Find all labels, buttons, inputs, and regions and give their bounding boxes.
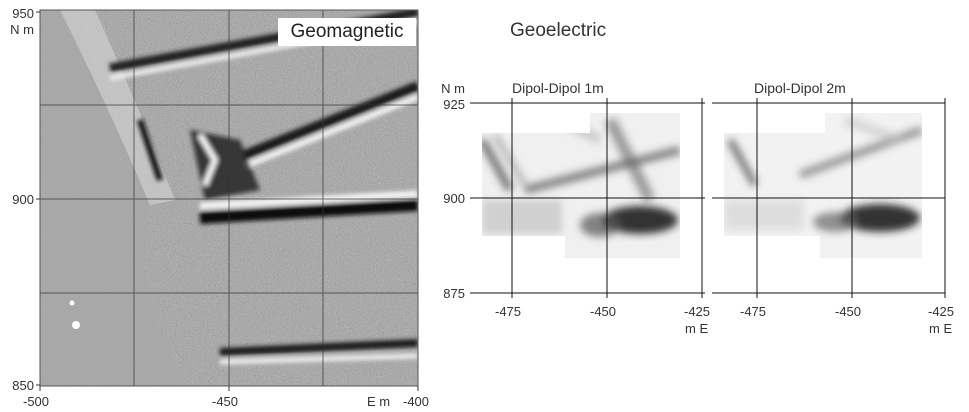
panel-1-x-tick-minus475: -475 [495,304,522,319]
geomagnetic-map [40,10,418,386]
panel-2-x-unit: m E [929,321,953,336]
panel-2-title: Dipol-Dipol 2m [754,80,846,96]
geomagnetic-ticks [36,11,419,391]
panel-2-x-tick-minus475: -475 [740,304,767,319]
panel-1-x-tick-minus425: -425 [684,304,711,319]
geoelectric-panel-2-image [724,113,922,258]
geomagnetic-x-tick-minus400: -400 [403,394,430,409]
geomagnetic-y-tick-900: 900 [12,192,34,207]
geoelectric-panel-1-image [482,113,680,258]
panel-1-title: Dipol-Dipol 1m [512,80,604,96]
geoelectric-y-unit: N m [441,81,465,96]
geomagnetic-title: Geomagnetic [278,18,416,46]
geoelectric-grid [470,98,946,298]
geomagnetic-y-tick-950: 950 [12,6,34,21]
geomagnetic-x-tick-minus450: -450 [212,394,239,409]
panel-1-x-unit: m E [685,321,709,336]
geoelectric-y-tick-875: 875 [443,286,465,301]
geomagnetic-y-tick-850: 850 [12,378,34,393]
geomagnetic-x-unit: E m [367,394,391,409]
geoelectric-y-tick-925: 925 [443,97,465,112]
panel-2-x-tick-minus450: -450 [835,304,862,319]
geoelectric-title: Geoelectric [510,20,607,41]
panel-2-x-tick-minus425: -425 [928,304,955,319]
panel-1-x-tick-minus450: -450 [590,304,617,319]
geoelectric-y-tick-900: 900 [443,191,465,206]
geomagnetic-y-unit: N m [10,22,34,37]
geomagnetic-x-tick-minus500: -500 [23,394,50,409]
